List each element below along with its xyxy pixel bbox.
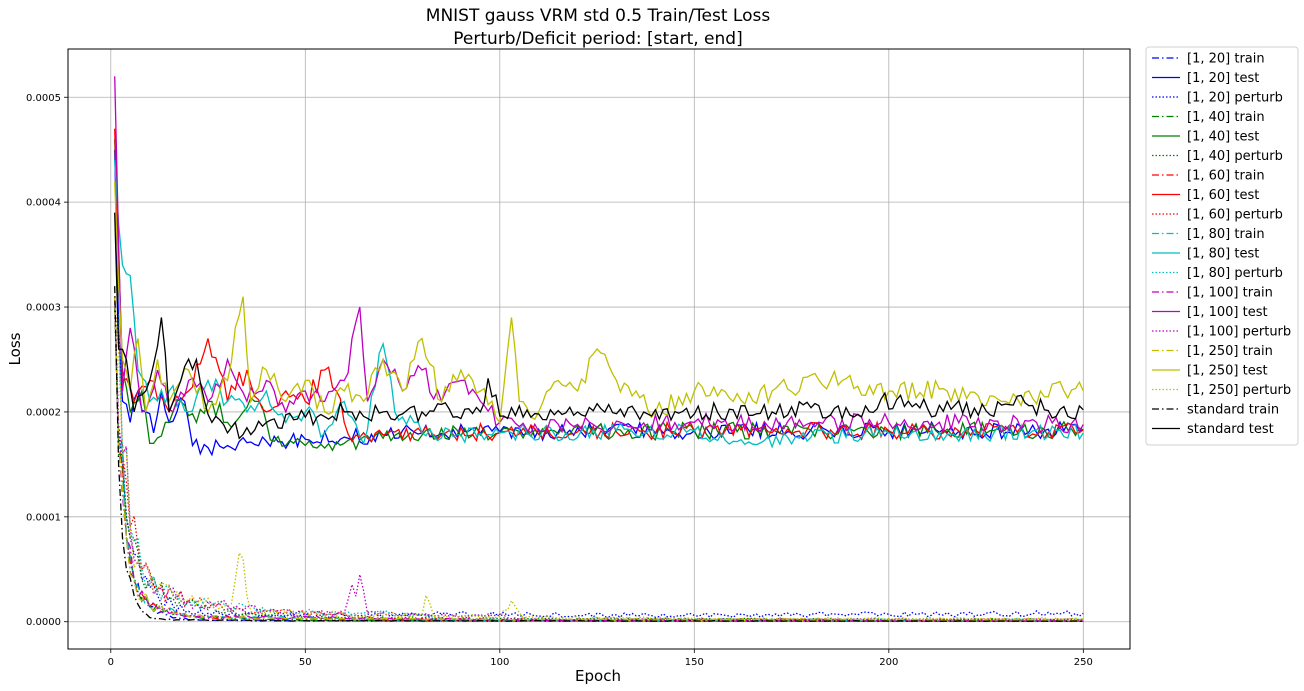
x-tick-label: 100	[490, 657, 509, 668]
legend-entry-label: [1, 250] perturb	[1187, 383, 1291, 398]
grid	[68, 49, 1130, 649]
series-line	[114, 296, 1084, 622]
x-tick-label: 200	[879, 657, 898, 668]
series-line	[114, 212, 1084, 440]
y-tick-label: 0.0002	[26, 407, 61, 418]
x-tick-label: 50	[299, 657, 312, 668]
legend-entry-label: [1, 20] test	[1187, 71, 1259, 86]
legend-entry-label: [1, 40] test	[1187, 130, 1259, 145]
legend-entry-label: [1, 80] test	[1187, 247, 1259, 262]
series-line	[114, 286, 1084, 622]
legend-entry-label: standard train	[1187, 403, 1279, 418]
series-line	[114, 128, 1084, 443]
legend-entry-label: [1, 40] train	[1187, 110, 1265, 125]
legend-entry-label: [1, 20] perturb	[1187, 91, 1283, 106]
legend-entry-label: [1, 60] perturb	[1187, 208, 1283, 223]
legend-entry-label: [1, 60] train	[1187, 169, 1265, 184]
series-line	[114, 160, 1084, 449]
legend-entry-label: [1, 100] train	[1187, 286, 1273, 301]
series-line	[114, 139, 1084, 452]
axis-ticks: 0 50 100 150 200 250 0.0000 0.0001 0.0002 0.0003 0…	[26, 93, 1093, 668]
y-tick-label: 0.0003	[26, 303, 61, 314]
legend-entry-label: [1, 100] test	[1187, 305, 1268, 320]
legend: [1, 20] train [1, 20] test [1, 20] perturb…	[1145, 46, 1299, 446]
x-tick-label: 0	[108, 657, 114, 668]
legend-frame	[1145, 46, 1299, 446]
series-line	[114, 76, 1084, 435]
legend-entry-label: standard test	[1187, 422, 1274, 437]
plot-frame	[67, 48, 1131, 650]
legend-entry-label: [1, 80] perturb	[1187, 266, 1283, 281]
legend-entry-label: [1, 20] train	[1187, 52, 1265, 67]
series-line	[114, 181, 1084, 425]
legend-entry-label: [1, 40] perturb	[1187, 149, 1283, 164]
y-tick-label: 0.0005	[26, 93, 61, 104]
y-tick-label: 0.0004	[26, 198, 61, 209]
chart-title: MNIST gauss VRM std 0.5 Train/Test Loss	[426, 6, 771, 26]
x-tick-label: 250	[1074, 657, 1093, 668]
y-tick-label: 0.0001	[26, 512, 61, 523]
y-axis-label: Loss	[6, 332, 24, 365]
series-lines	[114, 76, 1084, 622]
legend-entry-label: [1, 100] perturb	[1187, 325, 1291, 340]
x-tick-label: 150	[685, 657, 704, 668]
y-tick-label: 0.0000	[26, 617, 61, 628]
x-axis-label: Epoch	[575, 667, 621, 685]
legend-entry-label: [1, 60] test	[1187, 188, 1259, 203]
legend-entry-label: [1, 250] train	[1187, 344, 1273, 359]
series-line	[114, 306, 1084, 619]
legend-entry-label: [1, 80] train	[1187, 227, 1265, 242]
chart-subtitle: Perturb/Deficit period: [start, end]	[453, 29, 742, 49]
legend-entry-label: [1, 250] test	[1187, 364, 1268, 379]
series-line	[114, 306, 1084, 621]
